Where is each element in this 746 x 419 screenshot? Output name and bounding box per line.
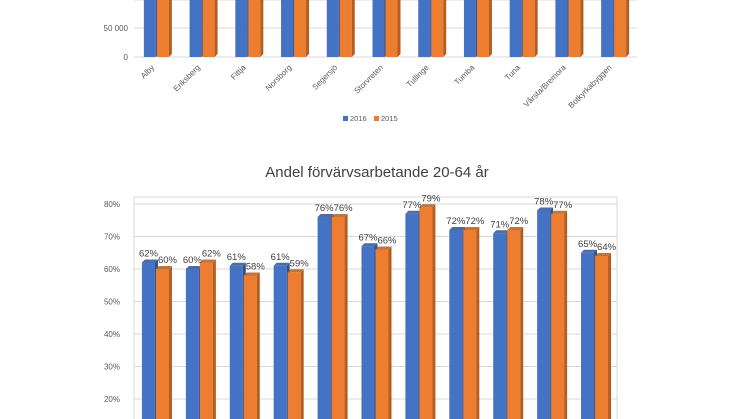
- bar-2016: [317, 214, 334, 419]
- bar-2015: [507, 227, 524, 419]
- bar-2015: [339, 0, 355, 57]
- data-label-2015: 62%: [202, 249, 222, 260]
- data-label-2015: 72%: [465, 216, 485, 227]
- y-tick-label: 20%: [104, 395, 120, 404]
- bar-2015: [431, 0, 447, 57]
- bar-2015: [248, 0, 264, 57]
- data-label-2015: 59%: [290, 258, 310, 269]
- data-label-2016: 61%: [271, 252, 291, 263]
- legend-swatch-2015: [374, 116, 379, 121]
- legend: 2016 2015: [343, 114, 398, 123]
- y-tick-label: 40%: [104, 330, 120, 339]
- chart-employment-share: Andel förvärvsarbetande 20-64 år 80% 70% 6…: [104, 164, 618, 419]
- bar-2015: [419, 204, 436, 419]
- bar-2016: [555, 0, 571, 57]
- category-label: Eriksberg: [172, 63, 202, 93]
- data-label-2015: 77%: [553, 200, 573, 211]
- bar-2015: [476, 0, 492, 57]
- bar-2016: [235, 0, 251, 57]
- category-label: Tuna: [503, 63, 522, 82]
- y-tick-label: 0: [124, 53, 129, 62]
- category-label: Tumba: [453, 63, 477, 87]
- category-label: Fittja: [229, 63, 248, 82]
- bar-2016: [273, 262, 290, 419]
- data-label-2015: 64%: [597, 242, 617, 253]
- data-label-2015: 72%: [509, 216, 529, 227]
- bar-2016: [281, 0, 297, 57]
- data-label-2016: 72%: [446, 216, 466, 227]
- bar-2016: [449, 227, 466, 419]
- bar-2016: [601, 0, 617, 57]
- data-label-2016: 71%: [490, 219, 510, 230]
- bar-2015: [156, 0, 172, 57]
- data-label-2015: 58%: [246, 262, 266, 273]
- category-label: Segersjö: [310, 63, 339, 92]
- bar-2015: [375, 246, 392, 419]
- category-label: Storvreten: [352, 63, 384, 95]
- bar-2016: [372, 0, 388, 57]
- data-label-2016: 65%: [578, 239, 598, 250]
- chart-title: Andel förvärvsarbetande 20-64 år: [265, 164, 488, 181]
- legend-label-2016: 2016: [350, 114, 367, 123]
- data-label-2016: 62%: [139, 249, 159, 260]
- bar-2015: [551, 210, 568, 419]
- bar-2015: [155, 266, 172, 419]
- bar-2016: [361, 243, 378, 419]
- y-tick-label: 50%: [104, 298, 120, 307]
- bar-2016: [141, 259, 158, 419]
- bar-2016: [509, 0, 525, 57]
- bar-2015: [199, 259, 216, 419]
- category-label: Norsborg: [264, 63, 294, 93]
- bar-2016: [463, 0, 479, 57]
- bar-2015: [331, 214, 348, 419]
- category-label: Botkyrkabyggen: [567, 63, 614, 110]
- bar-2016: [493, 230, 510, 419]
- bar-2015: [294, 0, 310, 57]
- bar-2016: [581, 249, 598, 419]
- data-label-2015: 79%: [421, 193, 441, 204]
- data-label-2016: 61%: [227, 252, 247, 263]
- bar-2015: [287, 269, 304, 419]
- bar-2016: [537, 207, 554, 419]
- bar-2016: [189, 0, 205, 57]
- bar-2015: [568, 0, 584, 57]
- category-label: Vårsta/Bremora: [522, 63, 568, 109]
- bar-2015: [202, 0, 218, 57]
- legend-label-2015: 2015: [381, 114, 398, 123]
- data-label-2015: 66%: [377, 236, 397, 247]
- bar-2015: [463, 227, 480, 419]
- bar-2016: [405, 210, 422, 419]
- bar-2015: [385, 0, 401, 57]
- data-label-2016: 78%: [534, 197, 554, 208]
- bar-2016: [185, 266, 202, 419]
- y-tick-label: 50 000: [104, 24, 129, 33]
- legend-swatch-2016: [343, 116, 348, 121]
- category-label: Tullinge: [405, 63, 431, 89]
- data-label-2016: 60%: [183, 255, 203, 266]
- category-label: Alby: [139, 63, 156, 80]
- data-label-2015: 60%: [158, 255, 178, 266]
- y-tick-label: 80%: [104, 200, 120, 209]
- y-tick-label: 70%: [104, 233, 120, 242]
- bar-2016: [418, 0, 434, 57]
- y-tick-label: 60%: [104, 265, 120, 274]
- bar-2016: [229, 262, 246, 419]
- y-tick-label: 30%: [104, 363, 120, 372]
- bar-2015: [614, 0, 630, 57]
- bar-2015: [522, 0, 538, 57]
- data-label-2016: 67%: [358, 232, 378, 243]
- data-label-2016: 77%: [402, 200, 422, 211]
- bar-2015: [243, 272, 260, 419]
- bar-2016: [143, 0, 159, 57]
- bar-2016: [326, 0, 342, 57]
- data-label-2016: 76%: [315, 203, 335, 214]
- bar-2015: [595, 253, 612, 419]
- data-label-2015: 76%: [334, 203, 354, 214]
- chart-top-revenue: 50 000 0 Alby Eriksberg Fittja Norsborg Segers…: [104, 0, 637, 123]
